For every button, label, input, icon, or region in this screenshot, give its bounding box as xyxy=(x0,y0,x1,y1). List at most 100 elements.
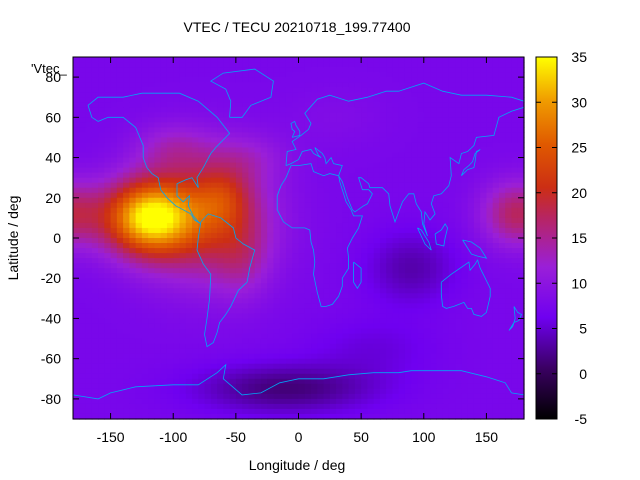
heatmap-cell xyxy=(505,388,513,395)
heatmap-cell xyxy=(498,323,506,330)
heatmap-cell xyxy=(129,62,137,68)
heatmap-cell xyxy=(154,383,162,390)
heatmap-cell xyxy=(116,343,124,350)
heatmap-cell xyxy=(73,238,80,244)
heatmap-cell xyxy=(480,243,488,249)
heatmap-cell xyxy=(511,192,519,199)
heatmap-cell xyxy=(285,378,293,385)
heatmap-cell xyxy=(110,313,118,320)
heatmap-cell xyxy=(235,348,243,355)
heatmap-cell xyxy=(148,57,156,63)
heatmap-cell xyxy=(98,152,105,159)
heatmap-cell xyxy=(198,308,206,315)
heatmap-cell xyxy=(317,323,325,330)
heatmap-cell xyxy=(254,333,262,340)
heatmap-cell xyxy=(298,358,306,365)
heatmap-cell xyxy=(260,338,268,345)
heatmap-cell xyxy=(473,87,481,93)
heatmap-cell xyxy=(254,132,262,139)
heatmap-cell xyxy=(517,293,525,299)
heatmap-cell xyxy=(317,217,325,224)
heatmap-cell xyxy=(323,117,331,123)
heatmap-cell xyxy=(386,263,394,269)
heatmap-cell xyxy=(279,303,287,309)
heatmap-cell xyxy=(367,112,375,118)
heatmap-cell xyxy=(123,112,130,118)
heatmap-cell xyxy=(461,293,469,299)
heatmap-cell xyxy=(392,253,400,259)
heatmap-cell xyxy=(461,373,469,380)
heatmap-cell xyxy=(179,298,187,304)
heatmap-cell xyxy=(73,177,80,184)
heatmap-cell xyxy=(348,378,356,385)
heatmap-cell xyxy=(254,338,262,345)
heatmap-cell xyxy=(448,313,456,320)
heatmap-cell xyxy=(254,323,262,330)
heatmap-cell xyxy=(492,353,500,360)
heatmap-cell xyxy=(166,268,174,274)
heatmap-cell xyxy=(311,398,318,405)
heatmap-cell xyxy=(304,308,312,315)
heatmap-cell xyxy=(242,127,249,134)
heatmap-cell xyxy=(354,378,362,385)
heatmap-cell xyxy=(98,253,105,259)
heatmap-cell xyxy=(85,373,93,380)
heatmap-cell xyxy=(455,232,462,239)
heatmap-cell xyxy=(517,303,525,309)
heatmap-cell xyxy=(248,403,256,410)
heatmap-cell xyxy=(98,348,105,355)
heatmap-cell xyxy=(492,142,500,149)
heatmap-cell xyxy=(104,207,112,214)
heatmap-cell xyxy=(141,393,149,400)
heatmap-cell xyxy=(135,62,143,68)
heatmap-cell xyxy=(448,393,456,400)
heatmap-cell xyxy=(160,72,168,78)
heatmap-cell xyxy=(323,77,331,83)
heatmap-cell xyxy=(342,232,350,239)
heatmap-cell xyxy=(486,343,494,350)
heatmap-cell xyxy=(85,122,93,128)
heatmap-cell xyxy=(467,303,475,309)
heatmap-cell xyxy=(279,107,287,113)
heatmap-cell xyxy=(317,333,325,340)
heatmap-cell xyxy=(392,268,400,274)
heatmap-cell xyxy=(279,192,287,199)
heatmap-cell xyxy=(367,212,375,219)
heatmap-cell xyxy=(148,383,156,390)
heatmap-cell xyxy=(329,343,337,350)
heatmap-cell xyxy=(461,132,469,139)
heatmap-cell xyxy=(198,368,206,375)
heatmap-cell xyxy=(386,62,394,68)
heatmap-cell xyxy=(148,303,156,309)
heatmap-cell xyxy=(98,102,105,108)
heatmap-cell xyxy=(217,232,224,239)
heatmap-cell xyxy=(436,62,444,68)
heatmap-cell xyxy=(123,137,130,144)
heatmap-cell xyxy=(430,232,437,239)
heatmap-cell xyxy=(273,373,281,380)
heatmap-cell xyxy=(248,67,256,73)
heatmap-cell xyxy=(110,273,118,279)
heatmap-cell xyxy=(430,343,437,350)
heatmap-cell xyxy=(204,197,212,204)
heatmap-cell xyxy=(279,258,287,264)
heatmap-cell xyxy=(392,197,400,204)
heatmap-cell xyxy=(267,263,275,269)
heatmap-cell xyxy=(204,72,212,78)
heatmap-cell xyxy=(235,162,243,169)
heatmap-cell xyxy=(486,308,494,315)
heatmap-cell xyxy=(480,343,488,350)
heatmap-cell xyxy=(173,112,181,118)
heatmap-cell xyxy=(179,87,187,93)
heatmap-cell xyxy=(279,248,287,254)
heatmap-cell xyxy=(135,363,143,370)
heatmap-cell xyxy=(123,293,130,299)
heatmap-cell xyxy=(411,137,419,144)
heatmap-cell xyxy=(148,318,156,325)
heatmap-cell xyxy=(235,147,243,154)
heatmap-cell xyxy=(166,142,174,149)
heatmap-cell xyxy=(373,167,381,174)
heatmap-cell xyxy=(229,323,237,330)
heatmap-cell xyxy=(517,278,525,284)
heatmap-cell xyxy=(480,303,488,309)
